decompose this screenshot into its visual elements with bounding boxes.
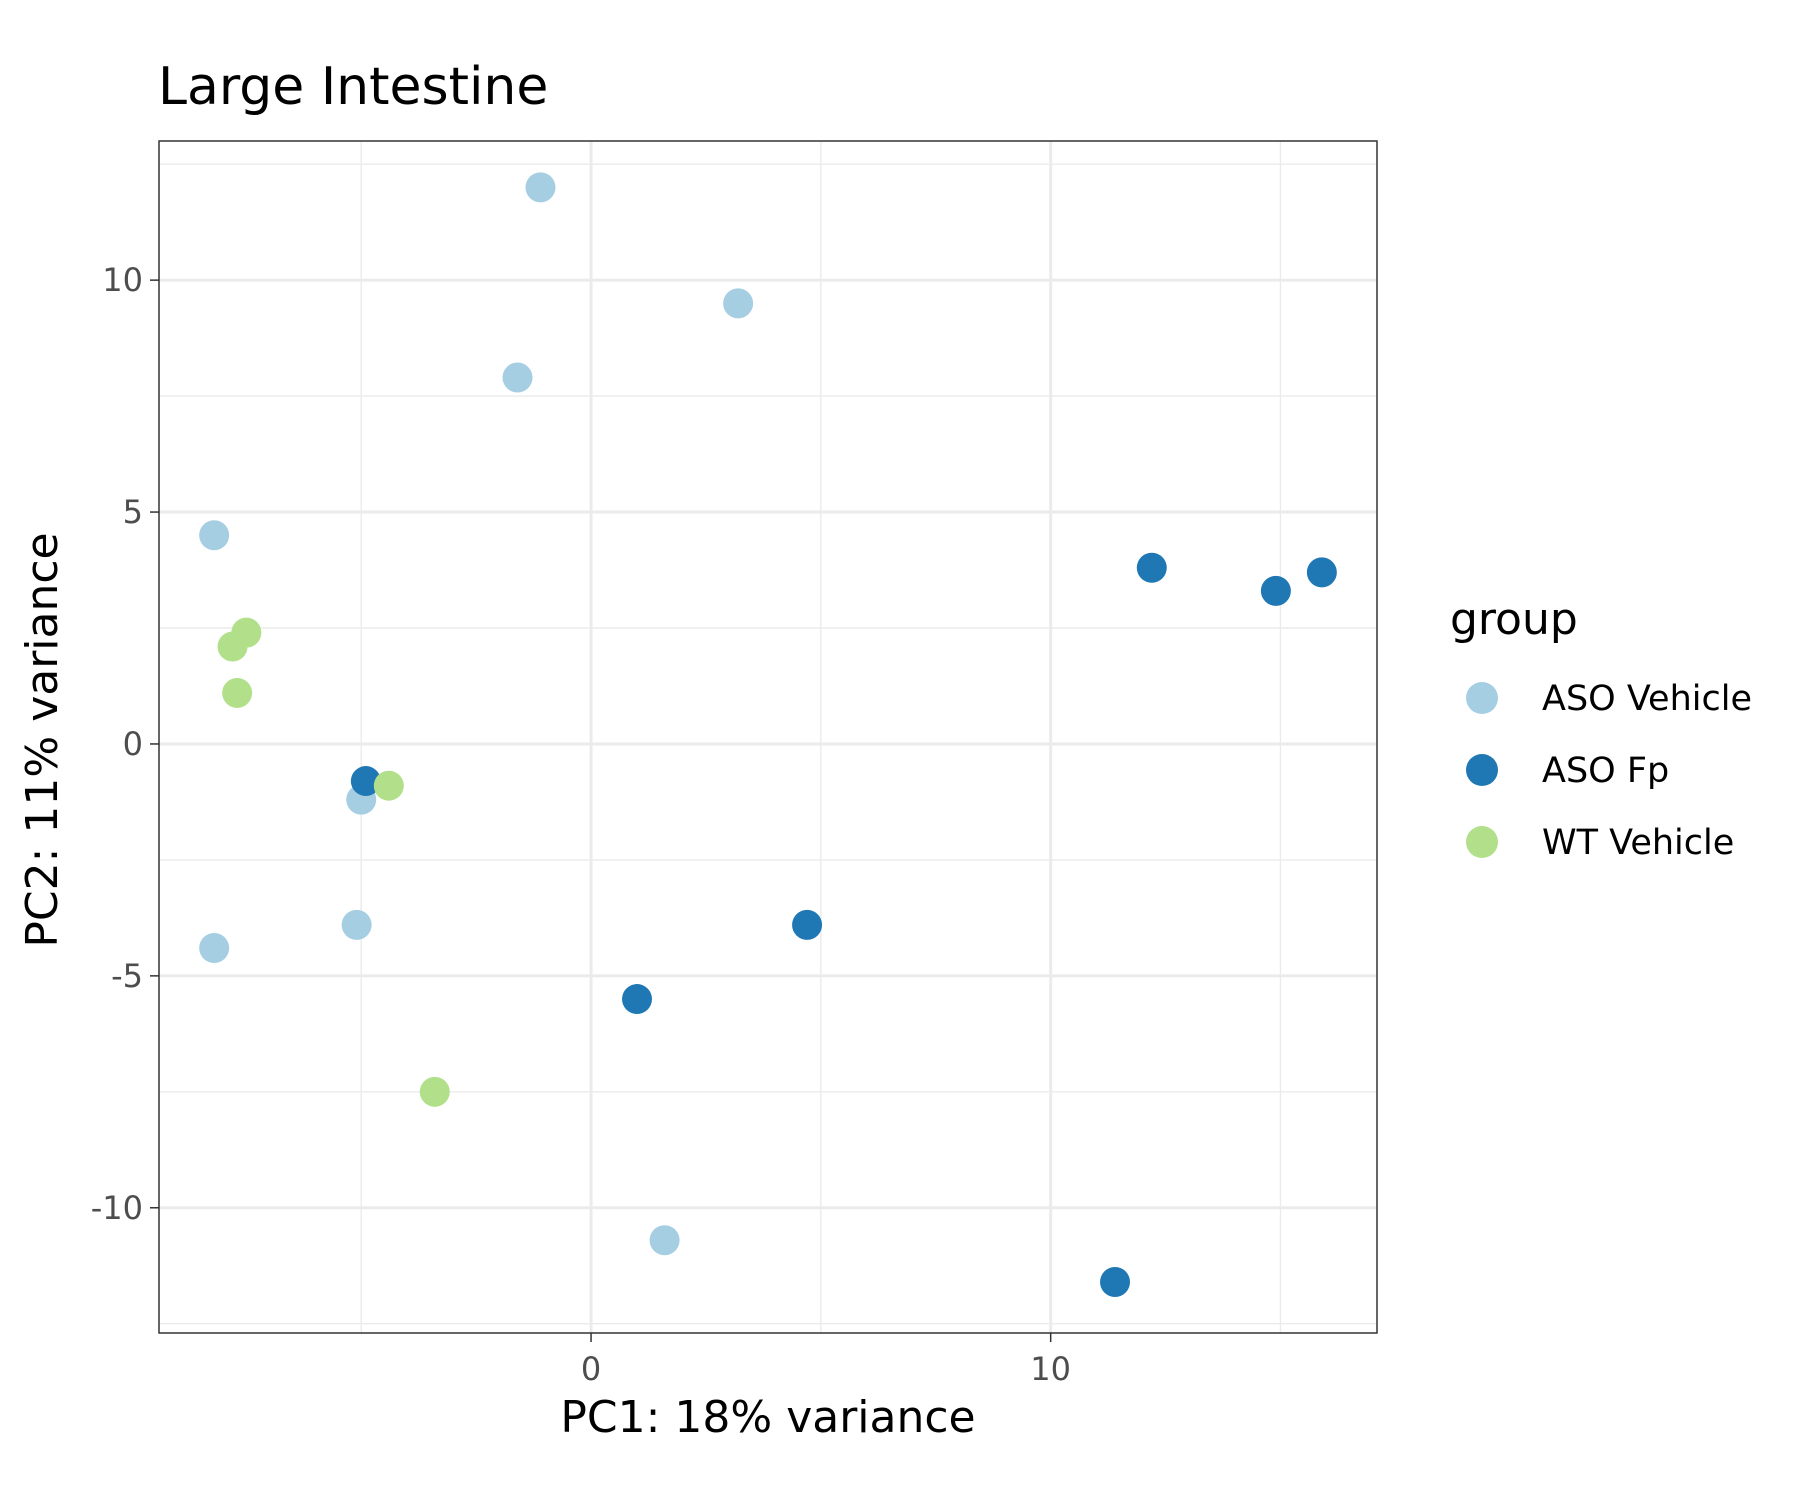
y-tick-label: -10 [91,1189,143,1227]
point-aso-vehicle [502,362,533,393]
point-aso-vehicle [525,172,556,203]
plot-panel-border [158,140,1378,1334]
point-wt-vehicle [222,677,253,708]
y-axis-title: PC2: 11% variance [17,532,68,947]
point-aso-vehicle [649,1225,680,1256]
point-aso-fp [792,909,823,940]
legend-key-aso-vehicle [1466,682,1498,714]
point-aso-vehicle [723,288,754,319]
data-points [199,172,1337,1297]
y-tick-label: 0 [123,725,143,763]
legend-key-wt-vehicle [1466,826,1498,858]
point-wt-vehicle [373,770,404,801]
x-tick-label: 10 [1030,1350,1071,1388]
chart-title: Large Intestine [158,57,548,117]
legend-title: group [1450,594,1578,645]
legend: group ASO Vehicle ASO Fp WT Vehicle [1450,594,1752,863]
point-aso-fp [1306,557,1337,588]
legend-label-aso-fp: ASO Fp [1542,751,1669,791]
point-wt-vehicle [217,631,248,662]
x-tick-label: 0 [581,1350,601,1388]
point-aso-fp [350,766,381,797]
y-tick-label: -5 [111,957,143,995]
point-aso-fp [1260,575,1291,606]
point-aso-fp [1100,1266,1131,1297]
legend-label-wt-vehicle: WT Vehicle [1542,823,1734,863]
point-aso-vehicle [199,520,230,551]
point-aso-fp [622,984,653,1015]
legend-key-aso-fp [1466,754,1498,786]
point-aso-vehicle [341,909,372,940]
y-tick-label: 10 [102,261,143,299]
point-wt-vehicle [419,1076,450,1107]
x-axis-title: PC1: 18% variance [560,1392,975,1443]
legend-label-aso-vehicle: ASO Vehicle [1542,679,1752,719]
grid-lines [159,141,1377,1333]
y-tick-label: 5 [123,493,143,531]
point-aso-vehicle [199,933,230,964]
point-aso-fp [1136,552,1167,583]
axis-ticks: 0 10 -10 -5 0 5 10 [91,261,1071,1388]
